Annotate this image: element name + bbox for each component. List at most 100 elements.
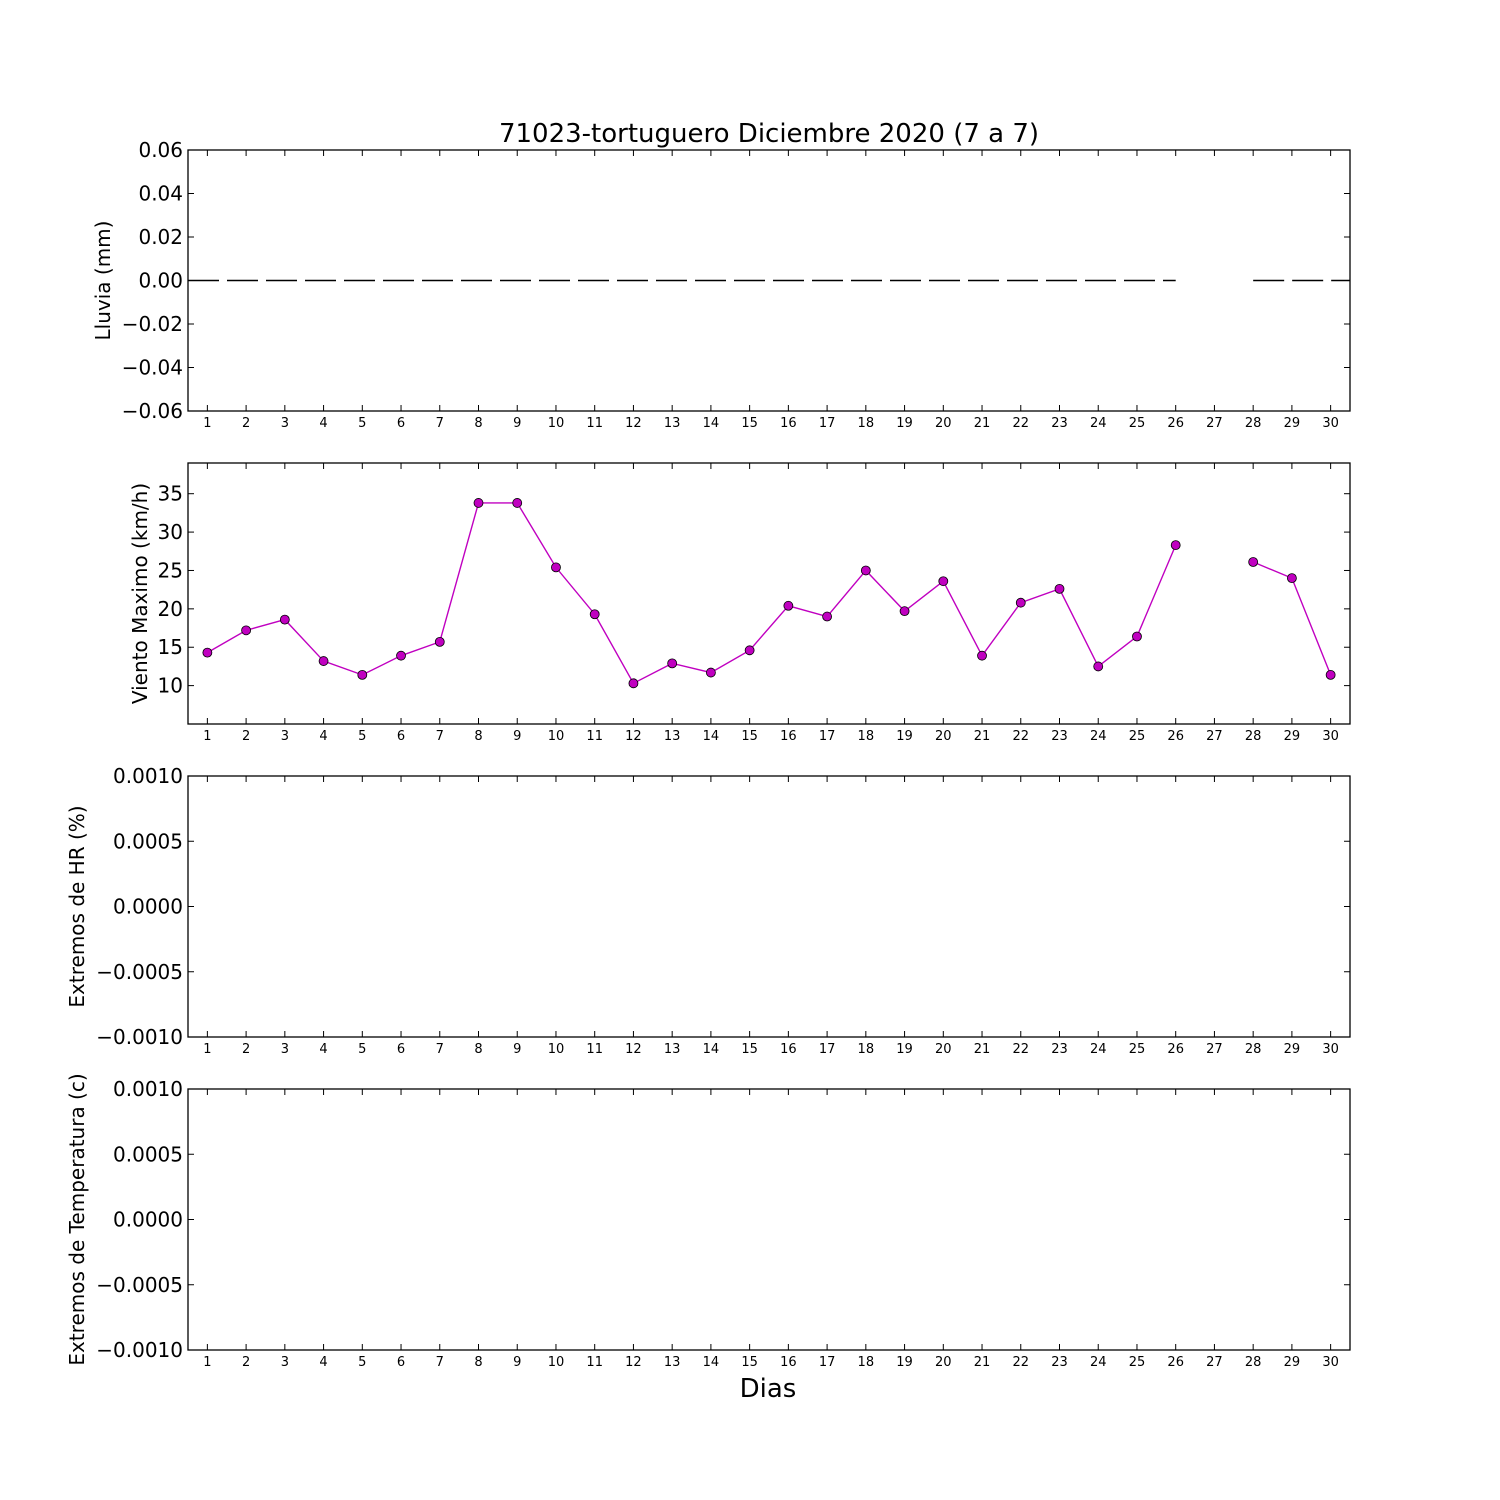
data-point — [1287, 573, 1297, 584]
x-tick-label: 22 — [1012, 729, 1029, 744]
x-tick-label: 18 — [858, 416, 875, 431]
x-tick-label: 11 — [586, 416, 603, 431]
x-tick-label: 10 — [548, 1355, 565, 1370]
x-tick-label: 24 — [1090, 416, 1107, 431]
y-axis-label: Lluvia (mm) — [91, 221, 115, 341]
x-tick-label: 30 — [1322, 416, 1339, 431]
y-tick-label: 20 — [158, 597, 183, 621]
series-1 — [202, 498, 1336, 689]
y-tick-label: −0.02 — [122, 312, 183, 336]
x-tick-label: 19 — [896, 729, 913, 744]
x-tick-label: 17 — [819, 729, 836, 744]
x-tick-label: 24 — [1090, 1042, 1107, 1057]
x-tick-label: 13 — [664, 416, 681, 431]
x-tick-label: 2 — [242, 1042, 250, 1057]
x-tick-label: 4 — [319, 729, 327, 744]
x-tick-label: 2 — [242, 1355, 250, 1370]
x-tick-label: 2 — [242, 416, 250, 431]
y-tick-label: 25 — [158, 558, 183, 582]
data-point — [357, 669, 368, 680]
x-tick-label: 3 — [281, 1355, 289, 1370]
x-tick-label: 15 — [741, 1355, 758, 1370]
x-tick-label: 4 — [319, 1042, 327, 1057]
x-tick-label: 12 — [625, 1042, 642, 1057]
x-tick-label: 26 — [1167, 1355, 1184, 1370]
x-tick-label: 13 — [664, 1042, 681, 1057]
x-tick-label: 1 — [203, 1042, 211, 1057]
x-tick-label: 29 — [1284, 1355, 1301, 1370]
x-tick-label: 23 — [1051, 1355, 1068, 1370]
plot-frame — [187, 462, 1351, 725]
x-tick-label: 9 — [513, 416, 521, 431]
y-tick-label: 0.0010 — [113, 764, 183, 788]
data-point — [744, 645, 755, 656]
data-point — [589, 609, 600, 620]
data-point — [473, 498, 484, 508]
x-tick-label: 20 — [935, 1355, 952, 1370]
data-point — [1248, 557, 1259, 567]
x-tick-label: 11 — [586, 1042, 603, 1057]
data-point — [241, 625, 252, 636]
y-tick-label: 0.0000 — [113, 1208, 183, 1232]
y-tick-label: −0.04 — [122, 356, 183, 380]
y-tick-label: −0.0005 — [96, 1273, 183, 1297]
data-point — [551, 562, 561, 573]
data-point — [1325, 669, 1336, 680]
y-axis-label: Viento Maximo (km/h) — [128, 483, 152, 704]
data-point — [783, 600, 794, 611]
x-tick-label: 24 — [1090, 1355, 1107, 1370]
data-point — [202, 647, 213, 658]
y-tick-label: 0.0005 — [113, 1142, 183, 1166]
x-tick-label: 26 — [1167, 1042, 1184, 1057]
data-point — [822, 611, 832, 622]
y-axis-label: Extremos de HR (%) — [65, 805, 89, 1007]
data-point — [1132, 631, 1142, 642]
x-tick-label: 14 — [703, 1355, 720, 1370]
x-tick-label: 6 — [397, 729, 405, 744]
x-tick-label: 1 — [203, 416, 211, 431]
y-tick-label: −0.0010 — [96, 1025, 183, 1049]
x-tick-label: 16 — [780, 1042, 797, 1057]
y-tick-label: 10 — [158, 674, 183, 698]
y-tick-label: 0.04 — [138, 182, 183, 206]
x-tick-label: 26 — [1167, 416, 1184, 431]
x-tick-label: 27 — [1206, 416, 1223, 431]
y-tick-label: 0.0005 — [113, 829, 183, 853]
y-tick-label: 0.0010 — [113, 1077, 183, 1101]
x-tick-label: 28 — [1245, 1042, 1262, 1057]
chart-title: 71023-tortuguero Diciembre 2020 (7 a 7) — [499, 119, 1039, 149]
x-tick-label: 24 — [1090, 729, 1107, 744]
x-tick-label: 13 — [664, 1355, 681, 1370]
x-tick-label: 6 — [397, 416, 405, 431]
x-tick-label: 8 — [474, 729, 482, 744]
x-tick-label: 7 — [436, 1355, 444, 1370]
data-point — [1015, 597, 1026, 608]
x-tick-label: 5 — [358, 1042, 366, 1057]
x-tick-label: 28 — [1245, 416, 1262, 431]
y-tick-label: −0.0005 — [96, 960, 183, 984]
y-tick-label: −0.06 — [122, 399, 183, 423]
x-tick-label: 28 — [1245, 729, 1262, 744]
x-tick-label: 1 — [203, 729, 211, 744]
data-point — [860, 565, 871, 576]
y-tick-label: 0.02 — [138, 225, 183, 249]
data-point — [1093, 661, 1104, 672]
x-tick-label: 16 — [780, 416, 797, 431]
x-tick-label: 21 — [974, 1355, 991, 1370]
x-tick-label: 6 — [397, 1042, 405, 1057]
x-tick-label: 22 — [1012, 1042, 1029, 1057]
x-tick-label: 25 — [1129, 729, 1146, 744]
x-tick-label: 30 — [1322, 1355, 1339, 1370]
x-tick-label: 9 — [513, 1042, 521, 1057]
x-tick-label: 22 — [1012, 416, 1029, 431]
x-tick-label: 18 — [858, 729, 875, 744]
x-tick-label: 27 — [1206, 729, 1223, 744]
x-tick-label: 20 — [935, 729, 952, 744]
data-point — [977, 650, 987, 661]
data-point — [318, 656, 329, 666]
x-tick-label: 20 — [935, 1042, 952, 1057]
x-tick-label: 27 — [1206, 1042, 1223, 1057]
x-tick-label: 15 — [741, 729, 758, 744]
x-tick-label: 2 — [242, 729, 250, 744]
